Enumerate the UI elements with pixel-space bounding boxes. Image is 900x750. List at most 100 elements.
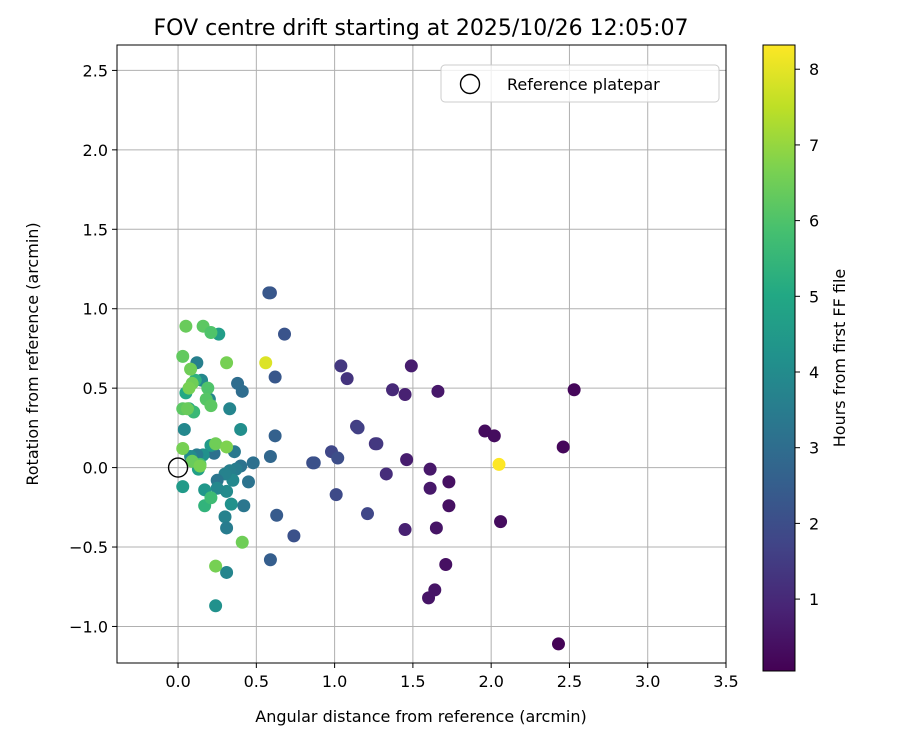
x-tick-label: 2.0 [478,672,503,691]
reference-platepar-marker [167,457,189,478]
data-point [487,429,501,443]
legend-box [440,64,720,103]
reference-marker [167,457,189,478]
data-point [442,475,456,489]
colorbar-ticks: 1 2 3 4 5 6 7 8 [795,60,819,609]
data-point [287,529,301,543]
plot-area-frame [116,44,727,664]
x-tick-label: 2.5 [557,672,582,691]
data-point [209,437,223,451]
colorbar-tick-label: 4 [809,363,819,382]
data-point [379,467,393,481]
data-point [422,591,436,605]
data-point [404,359,418,373]
data-point [182,381,196,395]
data-point [351,421,365,435]
x-tick-label: 1.0 [322,672,347,691]
data-point [210,481,224,495]
y-axis-label: Rotation from reference (arcmin) [23,222,42,485]
y-tick-label: −1.0 [69,617,108,636]
legend: Reference platepar [440,64,720,103]
colorbar-gradient [762,44,796,672]
data-point [442,499,456,513]
data-point [334,359,348,373]
legend-label: Reference platepar [507,75,660,94]
data-point [204,399,218,413]
y-tick-label: 2.0 [83,141,108,160]
colorbar-tick-label: 2 [809,514,819,533]
colorbar-tick-label: 3 [809,439,819,458]
legend-marker-reference [459,73,481,95]
data-point [268,370,282,384]
data-point [218,510,232,524]
data-point [278,327,292,341]
data-point [340,372,354,386]
data-point [234,422,248,436]
colorbar-tick-label: 5 [809,287,819,306]
data-point [400,453,414,467]
data-point [176,480,190,494]
colorbar-label: Hours from first FF file [830,269,849,448]
data-point [262,286,276,300]
data-point [270,508,284,522]
y-tick-label: 2.5 [83,61,108,80]
data-point [423,462,437,476]
data-point [179,319,193,333]
data-point [242,475,256,489]
data-points [176,286,581,651]
data-point [235,535,249,549]
data-point [209,559,223,573]
x-tick-label: 0.5 [244,672,269,691]
data-point [193,459,207,473]
data-point [263,553,277,567]
data-point [220,440,234,454]
data-point [398,523,412,537]
data-point [492,457,506,471]
data-point [429,521,443,535]
y-axis-ticks: −1.0 −0.5 0.0 0.5 1.0 1.5 2.0 2.5 [69,61,117,636]
colorbar: 1 2 3 4 5 6 7 8 Hours from first FF file [762,44,849,672]
grid [117,45,727,663]
data-point [220,356,234,370]
colorbar-tick-label: 1 [809,590,819,609]
data-point [176,349,190,363]
colorbar-tick-label: 8 [809,60,819,79]
data-point [223,402,237,416]
x-axis-ticks: 0.0 0.5 1.0 1.5 2.0 2.5 3.0 3.5 [165,663,739,691]
data-point [268,429,282,443]
data-point [209,599,223,613]
data-point [331,451,345,465]
data-point [329,488,343,502]
data-point [201,381,215,395]
y-tick-label: 1.5 [83,220,108,239]
data-point [494,515,508,529]
data-point [237,499,251,513]
data-point [176,442,190,456]
data-point [259,356,273,370]
y-tick-label: 0.0 [83,459,108,478]
data-point [398,388,412,402]
chart-title: FOV centre drift starting at 2025/10/26 … [154,16,689,41]
data-point [220,521,234,535]
x-tick-label: 3.0 [635,672,660,691]
data-point [184,362,198,376]
data-point [439,558,453,572]
data-point [204,491,218,505]
data-point [224,497,238,511]
data-point [307,456,321,470]
data-point [360,507,374,521]
colorbar-tick-label: 7 [809,136,819,155]
x-axis-label: Angular distance from reference (arcmin) [255,707,586,726]
data-point [263,449,277,463]
data-point [177,422,191,436]
y-tick-label: 1.0 [83,300,108,319]
x-tick-label: 1.5 [400,672,425,691]
data-point [551,637,565,651]
data-point [204,326,218,340]
x-tick-label: 3.5 [713,672,738,691]
data-point [180,402,194,416]
data-point [556,440,570,454]
data-point [431,384,445,398]
colorbar-tick-label: 6 [809,212,819,231]
